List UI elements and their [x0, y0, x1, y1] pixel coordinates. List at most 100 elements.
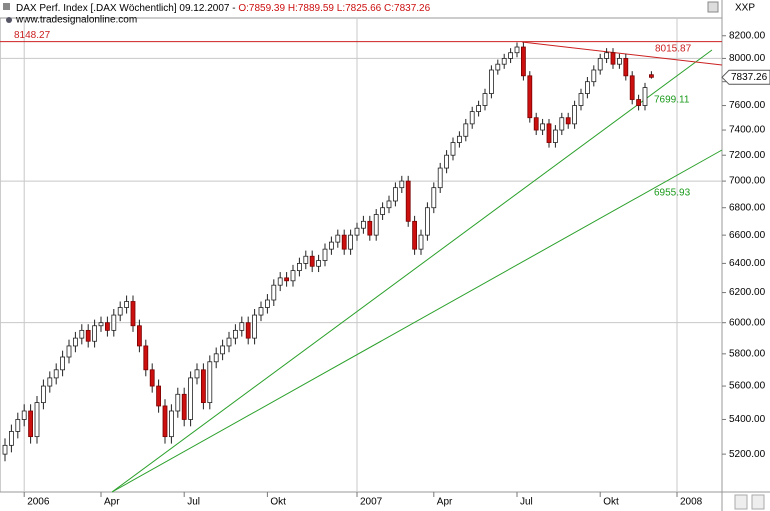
candle-body	[578, 93, 584, 106]
candle-body	[322, 248, 328, 261]
candle-body	[21, 410, 27, 420]
candle-body	[328, 241, 334, 250]
y-tick-label: 6200.00	[729, 287, 766, 298]
candle-body	[405, 180, 411, 222]
candle-body	[309, 255, 315, 267]
candle-body	[105, 322, 110, 331]
candle-body	[85, 329, 91, 342]
candle-body	[380, 207, 386, 215]
candle-body	[527, 75, 533, 119]
candle-body	[130, 301, 136, 327]
candle-body	[623, 58, 629, 77]
candle-body	[399, 180, 405, 189]
candle-body	[412, 220, 418, 250]
x-tick-label: Apr	[437, 497, 453, 508]
candle-body	[533, 117, 539, 131]
header-title: DAX Perf. Index [.DAX Wöchentlich] 09.12…	[16, 3, 238, 14]
candle-body	[418, 234, 424, 250]
price-marker	[721, 69, 770, 85]
candle-body	[476, 105, 482, 113]
candle-body	[636, 99, 641, 106]
symbol: XXP	[735, 3, 755, 14]
candle-body	[431, 187, 437, 209]
header-ohlc: O:7859.39 H:7889.59 L:7825.66 C:7837.26	[238, 3, 430, 14]
candle-body	[508, 52, 514, 59]
candle-body	[47, 377, 53, 387]
x-tick-label: Okt	[603, 497, 619, 508]
y-tick-label: 6800.00	[729, 202, 766, 213]
candle-body	[252, 314, 258, 339]
candle-body	[386, 200, 392, 209]
candle-body	[290, 270, 296, 282]
y-tick-label: 5600.00	[729, 381, 766, 392]
candle-body	[463, 123, 469, 137]
trend-line	[521, 41, 723, 66]
candle-body	[456, 135, 462, 143]
candle-body	[277, 277, 283, 286]
scroll-button[interactable]	[751, 494, 765, 510]
candle-body	[181, 393, 187, 420]
candle-body	[239, 322, 245, 331]
candle-body	[207, 361, 213, 404]
candle-body	[79, 329, 85, 339]
x-tick-label: 2008	[680, 497, 703, 508]
candle-body	[271, 284, 277, 301]
candle-body	[15, 419, 21, 432]
candle-body	[610, 52, 616, 65]
candle-body	[604, 52, 609, 59]
candle-body	[546, 123, 552, 143]
x-tick-label: Jul	[187, 497, 200, 508]
candle-body	[296, 263, 302, 272]
y-tick-label: 6600.00	[729, 230, 766, 241]
candle-body	[258, 307, 264, 316]
candle-body	[73, 337, 78, 347]
menu-icon[interactable]	[3, 3, 10, 10]
y-tick-label: 6000.00	[729, 317, 766, 328]
y-tick-label: 8000.00	[729, 53, 766, 64]
candle-body	[501, 58, 507, 65]
y-tick-label: 8200.00	[729, 30, 766, 41]
x-tick-label: 2006	[27, 497, 50, 508]
trendline-label: 8015.87	[655, 44, 692, 55]
candle-body	[200, 369, 206, 404]
candle-body	[232, 329, 238, 339]
resistance-label: 8148.27	[14, 30, 51, 41]
y-tick-label: 5800.00	[729, 348, 766, 359]
candle-body	[143, 345, 149, 371]
candle-body	[149, 369, 155, 387]
y-tick-label: 5200.00	[729, 449, 766, 460]
candle-body	[98, 322, 104, 327]
candle-body	[373, 214, 379, 236]
candle-body	[392, 187, 398, 202]
candle-body	[591, 69, 597, 83]
candle-body	[92, 325, 97, 342]
candle-body	[34, 402, 40, 438]
candle-body	[341, 234, 347, 250]
candle-body	[488, 69, 494, 94]
candle-body	[424, 207, 430, 236]
candle-body	[60, 356, 65, 371]
candle-body	[168, 410, 174, 438]
candle-body	[437, 167, 443, 189]
candle-body	[2, 444, 8, 455]
trend-line	[111, 49, 713, 493]
candle-body	[617, 58, 622, 65]
candle-body	[597, 58, 603, 71]
candle-body	[482, 93, 488, 106]
candle-body	[585, 81, 590, 94]
candle-body	[8, 431, 14, 446]
candle-body	[521, 46, 526, 77]
candle-body	[156, 385, 162, 407]
scroll-button[interactable]	[734, 494, 748, 510]
source-icon	[6, 17, 12, 23]
candle-body	[213, 353, 219, 363]
y-tick-label: 6400.00	[729, 258, 766, 269]
x-tick-label: Apr	[104, 497, 120, 508]
close-button[interactable]	[707, 1, 719, 13]
candle-body	[124, 301, 129, 308]
trend-line	[111, 149, 723, 493]
current-price: 7837.26	[731, 72, 768, 83]
header: DAX Perf. Index [.DAX Wöchentlich] 09.12…	[16, 3, 431, 14]
